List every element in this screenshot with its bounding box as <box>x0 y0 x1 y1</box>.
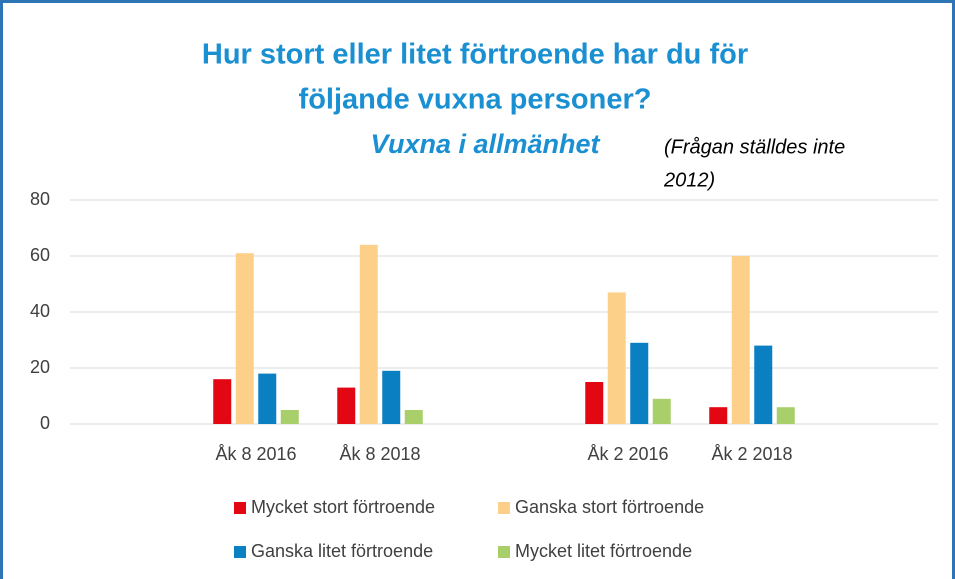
bar <box>382 370 401 424</box>
bar <box>754 345 773 424</box>
bar <box>607 292 626 424</box>
bar <box>404 410 423 424</box>
legend-swatch <box>234 502 246 514</box>
chart-title: Hur stort eller litet förtroende har du … <box>202 39 748 71</box>
legend-label: Ganska stort förtroende <box>515 497 704 517</box>
chart-subtitle: Vuxna i allmänhet <box>370 129 600 159</box>
y-tick-label: 40 <box>30 301 50 321</box>
x-tick-label: Åk 2 2016 <box>587 444 668 464</box>
y-tick-label: 20 <box>30 357 50 377</box>
annotation: (Frågan ställdes inte <box>664 136 845 158</box>
legend-label: Mycket litet förtroende <box>515 541 692 561</box>
y-tick-label: 0 <box>40 413 50 433</box>
bar <box>337 387 356 424</box>
bar <box>359 244 378 424</box>
legend-swatch <box>498 502 510 514</box>
bar <box>776 407 795 424</box>
bar <box>630 342 649 424</box>
x-tick-label: Åk 8 2018 <box>339 444 420 464</box>
bar <box>585 382 604 424</box>
bar <box>213 379 232 424</box>
x-tick-label: Åk 8 2016 <box>215 444 296 464</box>
x-tick-label: Åk 2 2018 <box>711 444 792 464</box>
chart-title: följande vuxna personer? <box>299 84 652 116</box>
bar <box>258 373 277 424</box>
y-tick-label: 80 <box>30 189 50 209</box>
bar <box>652 398 671 424</box>
legend-label: Mycket stort förtroende <box>251 497 435 517</box>
legend-swatch <box>234 546 246 558</box>
bar <box>731 256 750 424</box>
legend-swatch <box>498 546 510 558</box>
legend-label: Ganska litet förtroende <box>251 541 433 561</box>
y-tick-label: 60 <box>30 245 50 265</box>
bar <box>235 253 254 424</box>
annotation: 2012) <box>663 169 715 191</box>
bar <box>280 410 299 424</box>
bar <box>709 407 728 424</box>
